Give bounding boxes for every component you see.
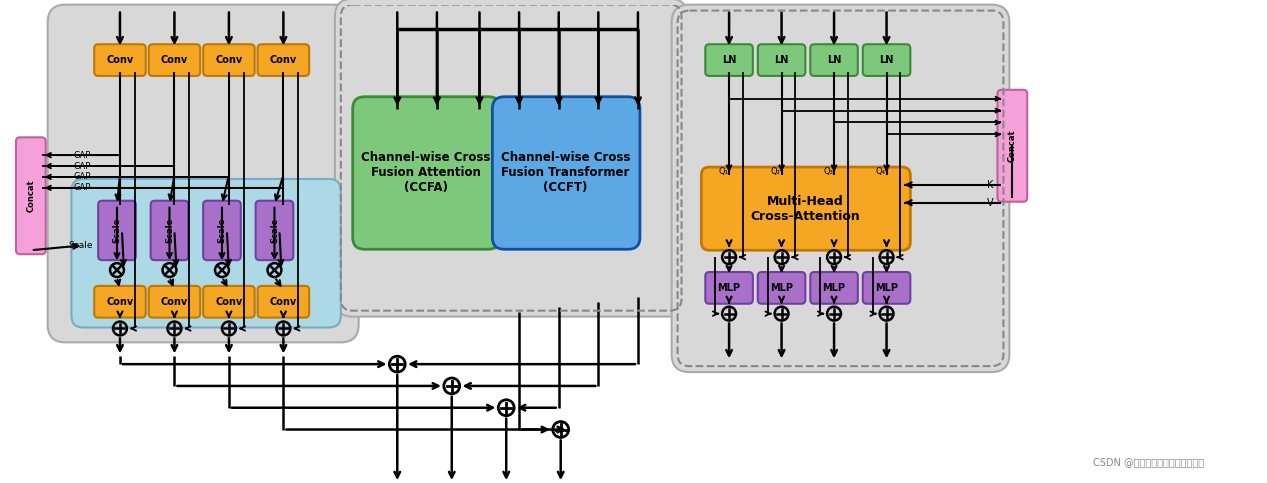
Text: MLP: MLP [875,283,898,293]
FancyBboxPatch shape [257,44,309,76]
Text: Conv: Conv [161,297,188,307]
Text: GAP: GAP [73,184,91,192]
Text: Q₁: Q₁ [718,167,729,175]
FancyBboxPatch shape [151,201,189,260]
Text: Conv: Conv [161,55,188,65]
Text: Channel-wise Cross
Fusion Attention
(CCFA): Channel-wise Cross Fusion Attention (CCF… [361,152,490,195]
Text: Multi-Head
Cross-Attention: Multi-Head Cross-Attention [750,195,860,223]
FancyBboxPatch shape [94,44,146,76]
Text: Scale: Scale [113,218,122,243]
FancyBboxPatch shape [203,286,255,318]
Text: MLP: MLP [770,283,793,293]
Text: MLP: MLP [717,283,741,293]
Text: K: K [987,180,993,190]
FancyBboxPatch shape [352,97,500,249]
Text: GAP: GAP [73,151,91,160]
FancyBboxPatch shape [811,44,858,76]
Text: Scale: Scale [68,241,92,250]
FancyBboxPatch shape [863,44,910,76]
Text: Conv: Conv [215,297,242,307]
Text: Conv: Conv [270,297,296,307]
Text: V: V [987,198,993,208]
Text: LN: LN [879,55,893,65]
Text: CSDN @医学分割哇哇哇哇哇哇哇哇: CSDN @医学分割哇哇哇哇哇哇哇哇 [1093,457,1205,467]
Text: Scale: Scale [270,218,279,243]
FancyBboxPatch shape [811,272,858,304]
Text: Q₃: Q₃ [824,167,834,175]
FancyBboxPatch shape [493,97,640,249]
FancyBboxPatch shape [758,272,806,304]
Text: Q₂: Q₂ [770,167,780,175]
FancyBboxPatch shape [71,179,341,327]
FancyBboxPatch shape [148,286,200,318]
FancyBboxPatch shape [257,286,309,318]
Text: Q₄: Q₄ [875,167,886,175]
FancyBboxPatch shape [94,286,146,318]
Text: Conv: Conv [106,297,133,307]
Text: GAP: GAP [73,161,91,170]
Text: Conv: Conv [270,55,296,65]
Text: GAP: GAP [73,172,91,182]
Text: Concat: Concat [27,180,35,212]
FancyBboxPatch shape [702,167,910,250]
FancyBboxPatch shape [16,137,46,254]
Text: Scale: Scale [165,218,174,243]
FancyBboxPatch shape [48,5,359,342]
Text: Conv: Conv [106,55,133,65]
Text: MLP: MLP [822,283,845,293]
Text: Channel-wise Cross
Fusion Transformer
(CCFT): Channel-wise Cross Fusion Transformer (C… [500,152,631,195]
Text: LN: LN [722,55,736,65]
FancyBboxPatch shape [203,44,255,76]
Text: LN: LN [774,55,789,65]
FancyBboxPatch shape [203,201,241,260]
FancyBboxPatch shape [758,44,806,76]
Text: Concat: Concat [1007,129,1017,162]
FancyBboxPatch shape [148,44,200,76]
FancyBboxPatch shape [863,272,910,304]
FancyBboxPatch shape [334,0,688,317]
Text: Scale: Scale [218,218,227,243]
FancyBboxPatch shape [672,5,1010,372]
FancyBboxPatch shape [997,90,1028,202]
FancyBboxPatch shape [706,272,753,304]
FancyBboxPatch shape [256,201,293,260]
Text: LN: LN [827,55,841,65]
FancyBboxPatch shape [706,44,753,76]
FancyBboxPatch shape [98,201,136,260]
Text: Conv: Conv [215,55,242,65]
